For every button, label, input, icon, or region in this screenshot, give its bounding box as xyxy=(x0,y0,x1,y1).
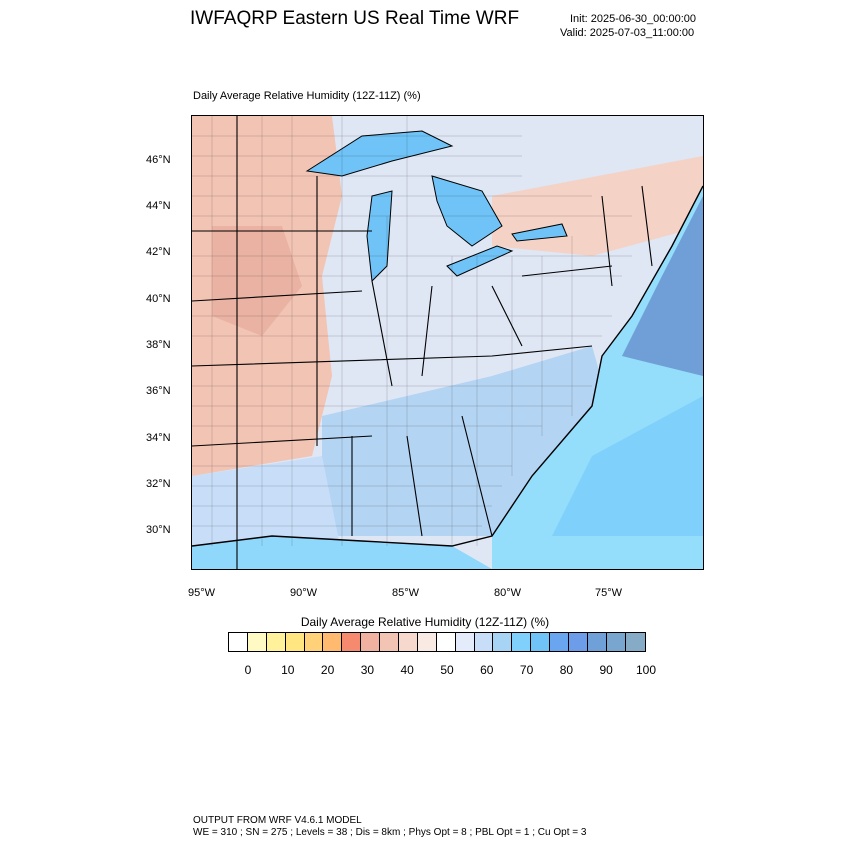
color-legend-bar xyxy=(228,632,646,652)
lat-label-38: 38°N xyxy=(146,339,171,351)
legend-label: 90 xyxy=(599,663,613,677)
legend-swatch xyxy=(229,633,248,651)
lake-michigan xyxy=(366,190,393,283)
lat-label-44: 44°N xyxy=(146,200,171,212)
lat-label-30: 30°N xyxy=(146,524,171,536)
legend-swatch xyxy=(247,633,267,651)
lat-label-36: 36°N xyxy=(146,385,171,397)
driest-region xyxy=(212,226,302,336)
footer-model: OUTPUT FROM WRF V4.6.1 MODEL xyxy=(193,815,362,826)
legend-label: 60 xyxy=(480,663,494,677)
map-plot xyxy=(191,115,704,570)
legend-swatch xyxy=(455,633,475,651)
legend-swatch xyxy=(304,633,324,651)
lake-superior xyxy=(305,130,454,177)
lon-label-75: 75°W xyxy=(595,587,623,599)
legend-label: 40 xyxy=(400,663,414,677)
init-time: Init: 2025-06-30_00:00:00 xyxy=(570,13,696,25)
legend-label: 50 xyxy=(440,663,454,677)
lake-huron xyxy=(431,175,503,247)
legend-swatch xyxy=(493,633,513,651)
map-svg xyxy=(192,116,703,569)
legend-swatch xyxy=(399,633,418,651)
legend-swatch xyxy=(474,633,494,651)
legend-swatch xyxy=(512,633,532,651)
legend-label: 70 xyxy=(519,663,534,677)
legend-swatch xyxy=(266,633,286,651)
legend-swatch xyxy=(606,633,626,651)
lat-label-46: 46°N xyxy=(146,154,171,166)
valid-time: Valid: 2025-07-03_11:00:00 xyxy=(560,27,695,39)
legend-label: 20 xyxy=(320,663,335,677)
legend-label: 10 xyxy=(281,663,295,677)
lon-label-90: 90°W xyxy=(290,587,318,599)
legend-swatch xyxy=(417,633,437,651)
county-lines xyxy=(192,116,632,546)
legend-swatch xyxy=(323,633,343,651)
lat-label-32: 32°N xyxy=(146,478,171,490)
legend-label: 30 xyxy=(360,663,375,677)
lat-label-34: 34°N xyxy=(146,432,171,444)
lat-label-40: 40°N xyxy=(146,293,171,305)
legend-swatch xyxy=(380,633,400,651)
state-boundaries xyxy=(192,116,653,569)
panel-title: Daily Average Relative Humidity (12Z-11Z… xyxy=(193,90,421,102)
lake-erie xyxy=(446,245,514,277)
legend-label: 100 xyxy=(635,663,657,677)
lon-label-80: 80°W xyxy=(494,587,522,599)
lon-label-95: 95°W xyxy=(188,587,216,599)
legend-swatch xyxy=(285,633,305,651)
legend-label: 80 xyxy=(559,663,574,677)
main-title: IWFAQRP Eastern US Real Time WRF xyxy=(190,8,520,29)
legend-swatch xyxy=(436,633,456,651)
legend-swatch xyxy=(531,633,551,651)
legend-label: 0 xyxy=(244,663,252,677)
atlantic-deep-north xyxy=(622,196,703,376)
legend-swatch xyxy=(625,633,645,651)
legend-swatch xyxy=(361,633,381,651)
footer-config: WE = 310 ; SN = 275 ; Levels = 38 ; Dis … xyxy=(193,827,587,838)
legend-title: Daily Average Relative Humidity (12Z-11Z… xyxy=(300,615,550,629)
coastline xyxy=(192,185,703,547)
legend-swatch xyxy=(342,633,362,651)
legend-swatch xyxy=(587,633,607,651)
lon-label-85: 85°W xyxy=(392,587,420,599)
lat-label-42: 42°N xyxy=(146,246,171,258)
lake-ontario xyxy=(511,223,568,242)
legend-swatch xyxy=(569,633,588,651)
legend-swatch xyxy=(550,633,570,651)
atlantic-mid xyxy=(552,396,703,536)
